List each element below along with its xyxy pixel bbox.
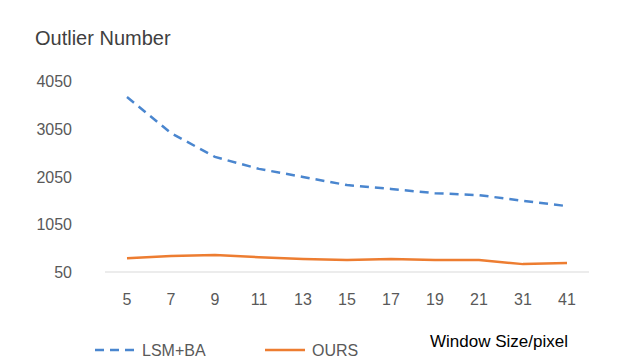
series-line — [127, 97, 567, 206]
x-tick-label: 13 — [294, 291, 312, 308]
x-tick-label: 9 — [211, 291, 220, 308]
x-tick-label: 5 — [123, 291, 132, 308]
title: Outlier Number — [35, 27, 171, 49]
legend-label: OURS — [312, 342, 358, 359]
x-tick-label: 15 — [338, 291, 356, 308]
legend-key — [95, 349, 135, 352]
x-tick-label: 19 — [426, 291, 444, 308]
y-tick-label: 1050 — [36, 216, 72, 233]
chart: Outlier Number 50 1050 2050 3050 4050 5 7 9 11 13 1… — [0, 0, 640, 363]
x-axis-label: Window Size/pixel — [430, 332, 568, 351]
x-tick-label: 21 — [470, 291, 488, 308]
y-tick-label: 4050 — [36, 73, 72, 90]
plot-area — [127, 97, 567, 264]
y-tick-label: 2050 — [36, 169, 72, 186]
x-tick-label: 17 — [382, 291, 400, 308]
x-tick-label: 7 — [167, 291, 176, 308]
legend-key — [265, 349, 305, 352]
x-tick-label: 41 — [558, 291, 576, 308]
x-tick-label: 31 — [514, 291, 532, 308]
x-axis-line — [105, 272, 589, 273]
series-line — [127, 255, 567, 264]
y-tick-label: 3050 — [36, 121, 72, 138]
x-tick-label: 11 — [251, 291, 268, 308]
legend-label: LSM+BA — [142, 342, 206, 359]
y-tick-label: 50 — [54, 264, 72, 281]
